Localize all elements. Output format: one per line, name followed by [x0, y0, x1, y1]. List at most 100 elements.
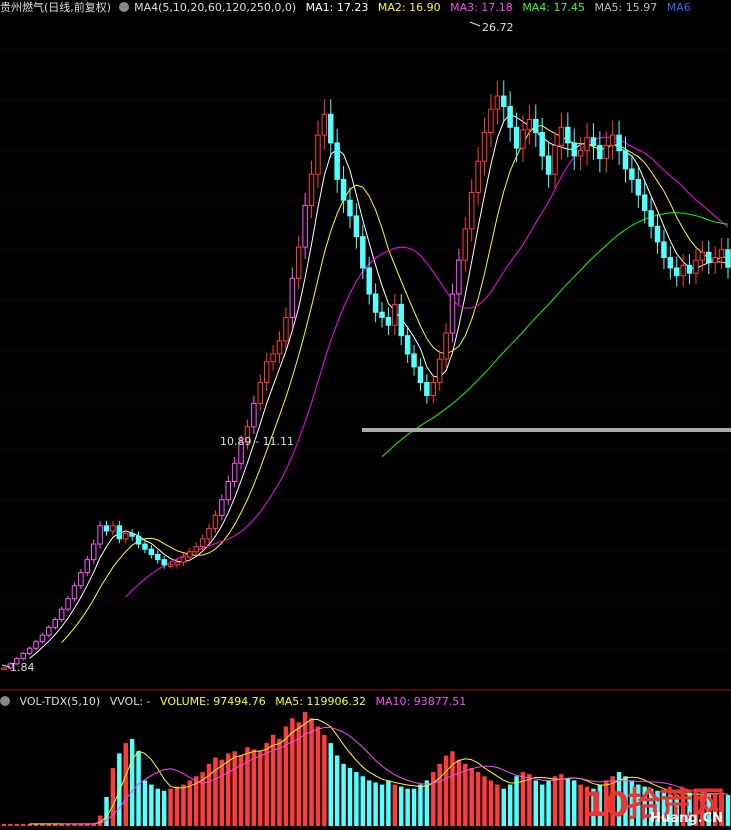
candle	[206, 527, 212, 540]
ma4-value: MA4: 17.45	[522, 1, 586, 14]
candle	[513, 126, 520, 149]
volume-bar	[539, 784, 545, 826]
candle	[110, 525, 116, 532]
volume-averages	[29, 719, 729, 825]
volume-value: VOLUME: 97494.76	[160, 695, 266, 708]
volume-bar	[40, 823, 45, 826]
candle	[571, 142, 577, 157]
volume-bar	[674, 794, 679, 826]
candle	[161, 559, 167, 566]
volume-bar	[501, 788, 506, 826]
candle	[174, 561, 180, 566]
volume-bar	[168, 788, 173, 826]
candle	[629, 168, 635, 180]
vvol-value: VVOL: -	[109, 695, 151, 708]
volume-bar	[8, 823, 13, 826]
candle	[289, 277, 296, 318]
candle	[155, 553, 161, 561]
candle	[449, 293, 456, 334]
volume-bar	[469, 767, 474, 826]
ma5-line	[29, 113, 729, 659]
candle	[270, 353, 276, 363]
volume-bar	[565, 778, 571, 826]
candle	[225, 481, 231, 501]
volume-bar	[347, 767, 353, 826]
candle	[712, 257, 718, 264]
volume-bar	[14, 823, 20, 826]
volume-bar	[117, 753, 122, 826]
volume-bar	[552, 776, 558, 826]
volume-bar	[450, 751, 455, 826]
candle	[379, 311, 385, 318]
candle	[584, 137, 590, 152]
volume-bar	[661, 792, 667, 826]
volume-bar	[72, 823, 77, 826]
volume-bar	[155, 788, 161, 826]
volume-bar	[238, 755, 244, 826]
candles	[1, 80, 731, 671]
candle	[328, 113, 334, 144]
volume-bar	[315, 726, 321, 826]
volume-settings-gear-icon[interactable]	[0, 696, 10, 706]
volume-bar	[597, 784, 603, 826]
low-marker-line	[1, 664, 11, 668]
candle	[501, 95, 507, 107]
candle	[475, 160, 481, 193]
volume-bar	[636, 784, 641, 826]
candle	[90, 543, 97, 561]
volume-bar	[520, 772, 526, 826]
candle	[295, 246, 302, 279]
volume-bar	[629, 780, 635, 826]
candle	[443, 332, 449, 360]
low-label: 1.84	[10, 661, 35, 674]
candle	[641, 194, 648, 212]
candle	[597, 145, 603, 160]
candle	[366, 267, 372, 295]
candle	[577, 150, 584, 157]
candle	[590, 137, 597, 147]
candle	[526, 118, 533, 131]
volume-bar	[373, 782, 378, 826]
volume-bar	[91, 823, 96, 826]
volume-bar	[187, 780, 193, 826]
volume-bar	[693, 792, 699, 826]
volume-bar	[488, 780, 494, 826]
volume-bar	[33, 823, 39, 826]
settings-gear-icon[interactable]	[118, 2, 129, 12]
candle	[622, 150, 629, 170]
volume-bar	[546, 780, 551, 826]
candle	[180, 556, 187, 563]
volume-bar	[623, 776, 628, 826]
candle	[308, 173, 315, 206]
volume-bar	[559, 774, 564, 826]
volume-bar	[181, 784, 186, 826]
candle	[187, 551, 193, 558]
candle	[219, 499, 225, 516]
candle	[507, 105, 513, 128]
candle	[302, 204, 308, 248]
volume-bar	[604, 780, 609, 826]
volume-bar	[482, 776, 487, 826]
volume-bar	[398, 786, 404, 826]
candle	[71, 585, 78, 600]
candle	[699, 251, 706, 261]
ma5-value: MA5: 15.97	[594, 1, 658, 14]
candle	[654, 225, 661, 243]
ma-config: MA4(5,10,20,60,120,250,0,0)	[134, 1, 297, 14]
vol-ma10-value: MA10: 93877.51	[375, 695, 467, 708]
volume-bar	[78, 823, 84, 826]
candle	[78, 572, 84, 587]
candle	[558, 126, 565, 147]
vol-indicator: VOL-TDX(5,10)	[19, 695, 101, 708]
candle	[103, 525, 110, 532]
candle	[14, 658, 20, 665]
candle	[148, 548, 155, 555]
ma3-value: MA3: 17.18	[450, 1, 513, 14]
volume-bar	[142, 780, 148, 826]
volume-bar	[443, 755, 449, 826]
volume-bar	[232, 751, 237, 826]
candle	[52, 619, 58, 628]
vol-ma5-value: MA5: 119906.32	[275, 695, 366, 708]
candle	[552, 145, 558, 175]
volume-bar	[706, 794, 712, 826]
